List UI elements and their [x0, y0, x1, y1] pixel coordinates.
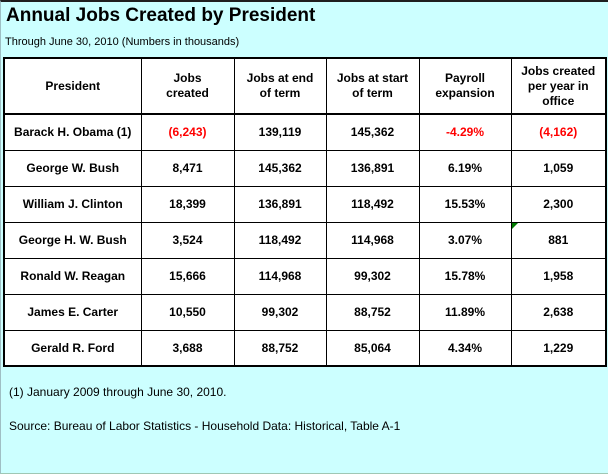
cell-president: George H. W. Bush	[3, 221, 142, 259]
cell-jobs-start: 145,362	[325, 113, 420, 151]
cell-jobs-end: 99,302	[233, 293, 327, 331]
cell-jobs-end: 145,362	[233, 149, 327, 187]
cell-jobs-per-year: (4,162)	[510, 113, 607, 151]
cell-jobs-end: 136,891	[233, 185, 327, 223]
cell-jobs-per-year: 1,958	[510, 257, 607, 295]
cell-jobs-end: 118,492	[233, 221, 327, 259]
cell-payroll-expansion: 15.53%	[418, 185, 512, 223]
column-header-jobs-start-of-term: Jobs at start of term	[325, 57, 420, 115]
cell-payroll-expansion: 6.19%	[418, 149, 512, 187]
cell-jobs-created: 15,666	[140, 257, 235, 295]
table-row-ford: Gerald R. Ford 3,688 88,752 85,064 4.34%…	[3, 329, 607, 367]
cell-value: 881	[548, 233, 569, 247]
cell-president: George W. Bush	[3, 149, 142, 187]
cell-payroll-expansion: -4.29%	[418, 113, 512, 151]
cell-jobs-per-year: 1,059	[510, 149, 607, 187]
column-header-president: President	[3, 57, 142, 115]
cell-jobs-created: 18,399	[140, 185, 235, 223]
column-header-jobs-created: Jobs created	[140, 57, 235, 115]
cell-jobs-created: 10,550	[140, 293, 235, 331]
cell-president: Ronald W. Reagan	[3, 257, 142, 295]
table-row-ghw-bush: George H. W. Bush 3,524 118,492 114,968 …	[3, 221, 607, 259]
cell-jobs-end: 114,968	[233, 257, 327, 295]
cell-jobs-created: 8,471	[140, 149, 235, 187]
header-row: President Jobs created Jobs at end of te…	[3, 57, 607, 115]
cell-jobs-created: (6,243)	[140, 113, 235, 151]
cell-payroll-expansion: 15.78%	[418, 257, 512, 295]
cell-payroll-expansion: 4.34%	[418, 329, 512, 367]
source-note: Source: Bureau of Labor Statistics - Hou…	[9, 419, 401, 433]
cell-payroll-expansion: 3.07%	[418, 221, 512, 259]
cell-jobs-end: 88,752	[233, 329, 327, 367]
cell-jobs-end: 139,119	[233, 113, 327, 151]
column-header-payroll-expansion: Payroll expansion	[418, 57, 512, 115]
cell-jobs-per-year: 1,229	[510, 329, 607, 367]
cell-jobs-start: 85,064	[325, 329, 420, 367]
cell-jobs-per-year: 881	[510, 221, 607, 259]
cell-jobs-created: 3,688	[140, 329, 235, 367]
page-subtitle: Through June 30, 2010 (Numbers in thousa…	[5, 36, 240, 48]
cell-jobs-per-year: 2,638	[510, 293, 607, 331]
cell-jobs-per-year: 2,300	[510, 185, 607, 223]
cell-jobs-start: 136,891	[325, 149, 420, 187]
column-header-jobs-per-year: Jobs created per year in office	[510, 57, 607, 115]
table-row-obama: Barack H. Obama (1) (6,243) 139,119 145,…	[3, 113, 607, 151]
cell-jobs-start: 99,302	[325, 257, 420, 295]
cell-jobs-start: 88,752	[325, 293, 420, 331]
column-header-jobs-end-of-term: Jobs at end of term	[233, 57, 327, 115]
cell-president: Gerald R. Ford	[3, 329, 142, 367]
footnote: (1) January 2009 through June 30, 2010.	[9, 385, 227, 399]
cell-jobs-start: 118,492	[325, 185, 420, 223]
cell-jobs-start: 114,968	[325, 221, 420, 259]
cell-jobs-created: 3,524	[140, 221, 235, 259]
cell-error-flag-icon	[512, 223, 518, 229]
cell-president: William J. Clinton	[3, 185, 142, 223]
table-row-clinton: William J. Clinton 18,399 136,891 118,49…	[3, 185, 607, 223]
cell-payroll-expansion: 11.89%	[418, 293, 512, 331]
page-title: Annual Jobs Created by President	[6, 5, 316, 26]
table-row-gw-bush: George W. Bush 8,471 145,362 136,891 6.1…	[3, 149, 607, 187]
table-row-carter: James E. Carter 10,550 99,302 88,752 11.…	[3, 293, 607, 331]
table-row-reagan: Ronald W. Reagan 15,666 114,968 99,302 1…	[3, 257, 607, 295]
jobs-by-president-table: President Jobs created Jobs at end of te…	[3, 57, 607, 367]
cell-president: James E. Carter	[3, 293, 142, 331]
cell-president: Barack H. Obama (1)	[3, 113, 142, 151]
